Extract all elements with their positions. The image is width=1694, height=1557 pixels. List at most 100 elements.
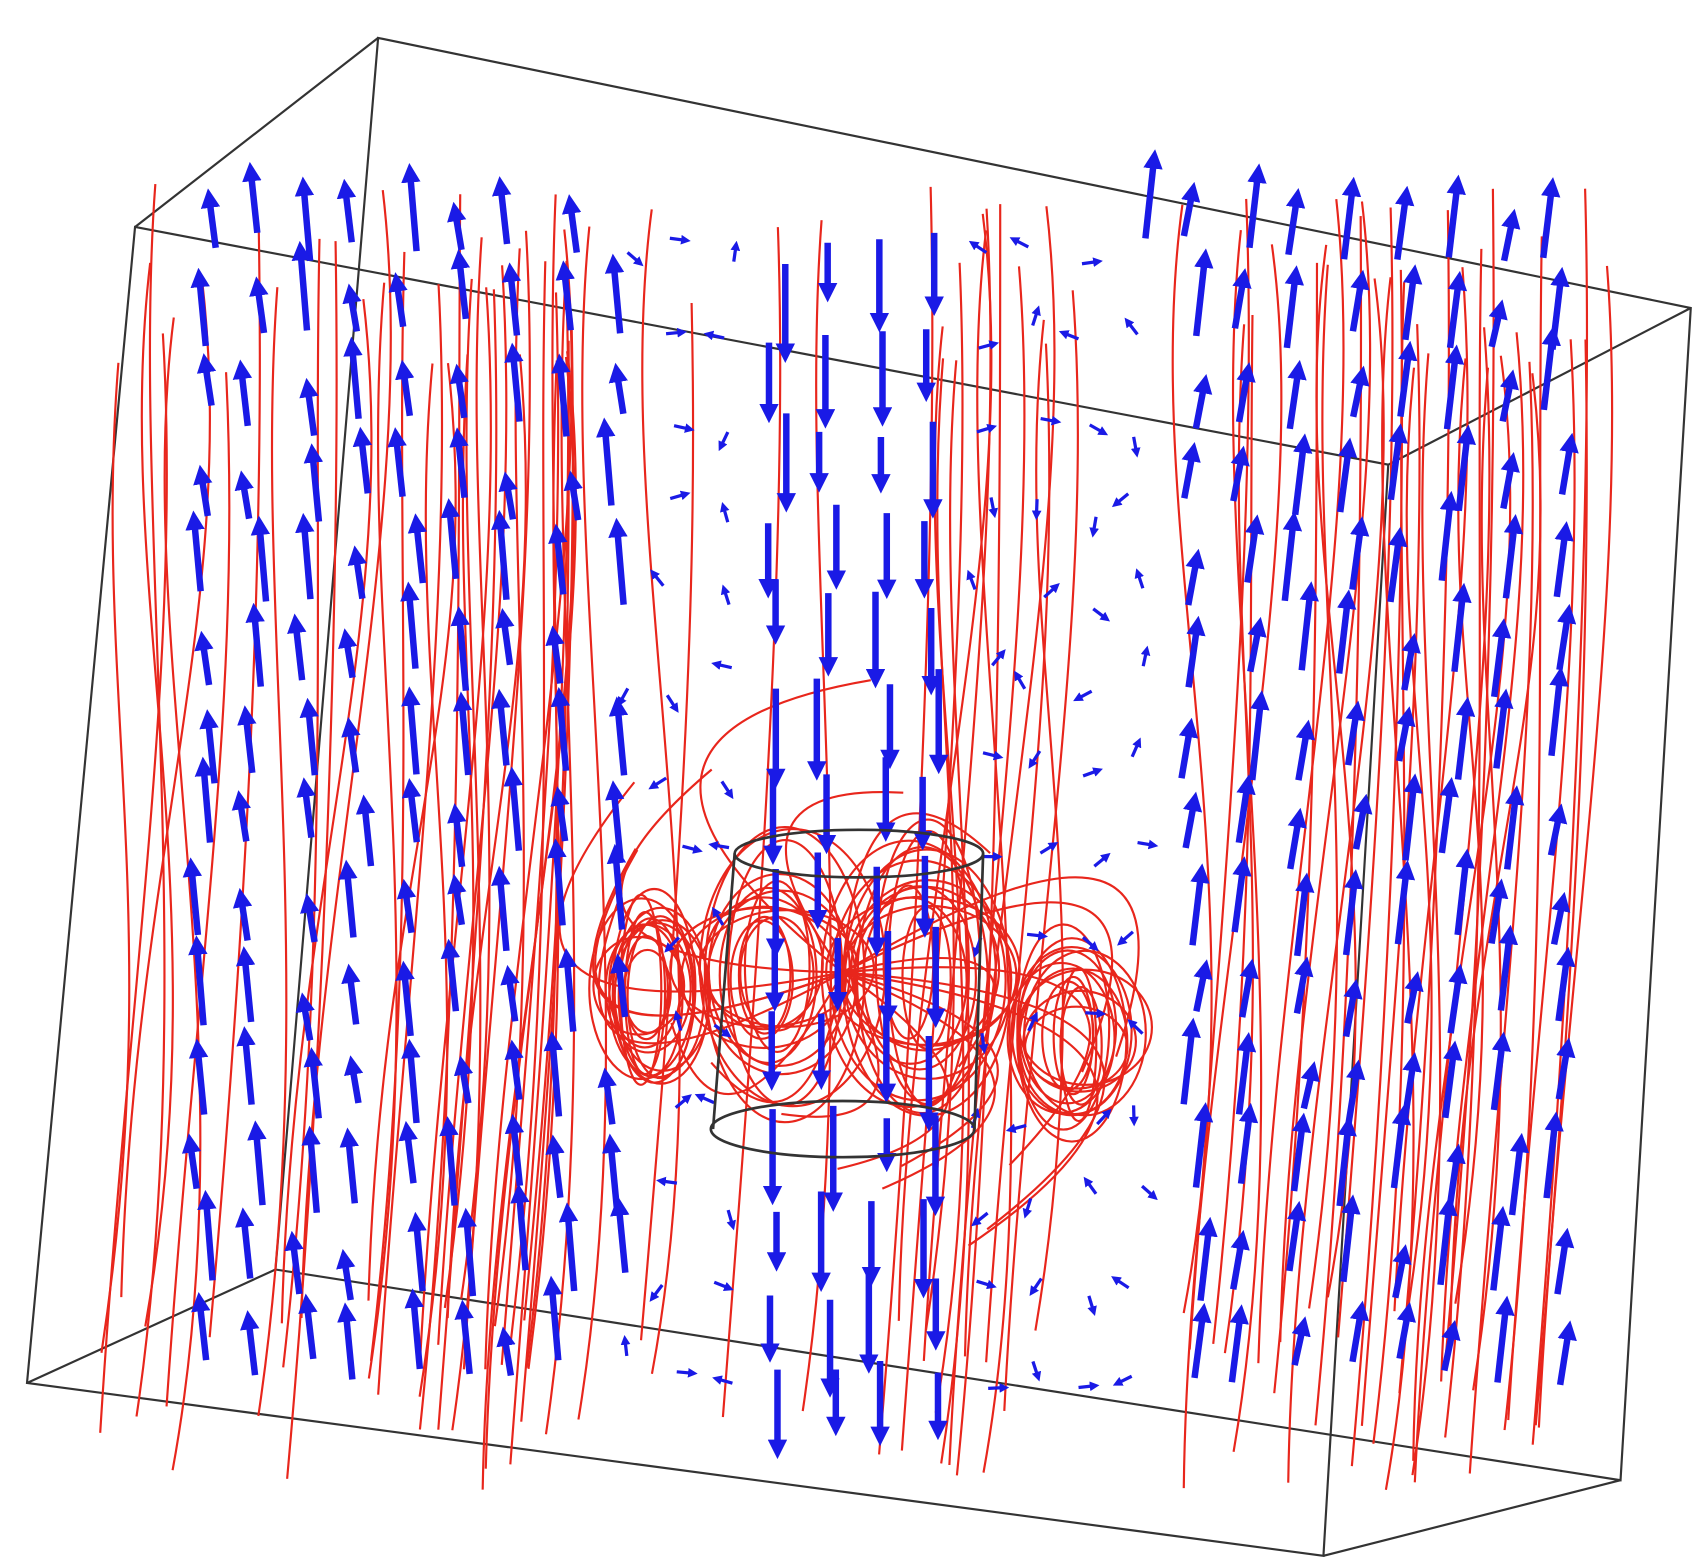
vector-arrow bbox=[190, 1143, 196, 1189]
vector-arrow bbox=[1134, 437, 1137, 453]
vector-arrow bbox=[1033, 310, 1038, 325]
vector-arrow bbox=[304, 523, 310, 599]
vector-arrow bbox=[1093, 609, 1106, 619]
vector-arrow bbox=[260, 525, 266, 601]
vector-arrow bbox=[1196, 258, 1205, 336]
vector-arrow bbox=[194, 520, 200, 591]
vector-arrow bbox=[674, 426, 690, 430]
vector-arrow bbox=[1346, 988, 1355, 1036]
vector-arrow bbox=[361, 436, 367, 493]
vector-arrow bbox=[1145, 159, 1154, 239]
vector-arrow bbox=[682, 846, 698, 850]
vector-arrow bbox=[568, 1212, 574, 1291]
vector-arrow bbox=[723, 507, 727, 523]
vector-arrow bbox=[348, 1137, 354, 1203]
vector-arrow bbox=[1128, 322, 1138, 335]
vector-arrow bbox=[1551, 676, 1560, 756]
vector-arrow bbox=[713, 845, 729, 848]
vector-arrow bbox=[241, 369, 247, 426]
vector-arrow bbox=[1044, 586, 1056, 597]
vector-arrow bbox=[1085, 1013, 1101, 1014]
vector-arrow bbox=[567, 958, 573, 1032]
vector-arrow bbox=[205, 363, 211, 406]
vector-arrow bbox=[722, 781, 731, 795]
vector-arrow bbox=[619, 1206, 625, 1273]
vector-arrow bbox=[1302, 591, 1311, 670]
vector-arrow bbox=[1193, 873, 1202, 945]
vector-arrow bbox=[1184, 452, 1193, 499]
vector-arrow bbox=[1400, 1312, 1409, 1359]
vector-arrow bbox=[653, 573, 663, 586]
vector-arrow bbox=[616, 854, 622, 930]
field-line bbox=[142, 263, 173, 1327]
vector-arrow bbox=[346, 638, 352, 678]
vector-arrow bbox=[407, 1131, 413, 1184]
vector-arrow bbox=[661, 1181, 677, 1183]
vector-arrow bbox=[1399, 716, 1408, 761]
vector-arrow bbox=[1186, 801, 1195, 848]
vector-arrow bbox=[1017, 675, 1025, 689]
vector-arrow bbox=[1551, 813, 1560, 855]
vector-arrow bbox=[1090, 425, 1104, 433]
field-line bbox=[642, 209, 680, 1373]
vector-arrow bbox=[1242, 968, 1251, 1017]
vector-arrow bbox=[204, 766, 210, 842]
vector-arrow bbox=[1557, 531, 1566, 597]
vector-arrow bbox=[350, 727, 356, 773]
vector-arrow bbox=[244, 1217, 250, 1278]
vector-arrow bbox=[466, 1217, 472, 1296]
vector-arrow bbox=[254, 612, 260, 686]
vector-arrow bbox=[1032, 1279, 1041, 1292]
vector-arrow bbox=[462, 701, 468, 775]
vector-arrow bbox=[991, 497, 994, 513]
vector-arrow bbox=[1295, 1326, 1304, 1365]
vector-arrow bbox=[1077, 691, 1091, 699]
vector-arrow bbox=[346, 1312, 352, 1379]
vector-arrow bbox=[605, 427, 611, 505]
vector-arrow bbox=[352, 346, 358, 418]
vector-arrow bbox=[308, 707, 314, 775]
vector-arrow bbox=[1356, 803, 1365, 849]
field-line bbox=[258, 287, 286, 1416]
vector-arrow bbox=[249, 1320, 255, 1375]
vector-arrow bbox=[251, 172, 257, 233]
field-line bbox=[641, 303, 693, 1340]
vector-arrow bbox=[666, 332, 682, 334]
vector-arrow bbox=[1339, 599, 1348, 673]
vector-arrow bbox=[301, 251, 307, 331]
vector-arrow bbox=[1184, 1027, 1193, 1104]
field-loop bbox=[1042, 982, 1093, 1091]
vector-arrow bbox=[1442, 787, 1451, 853]
vector-arrow bbox=[416, 1221, 422, 1291]
vector-arrow bbox=[1404, 643, 1413, 690]
vector-arrow bbox=[1233, 1239, 1242, 1289]
vector-arrow bbox=[456, 813, 462, 867]
vector-arrow bbox=[1239, 1042, 1248, 1115]
vector-arrow bbox=[676, 1097, 688, 1107]
vector-arrow bbox=[1398, 870, 1407, 945]
vector-arrow bbox=[988, 1388, 1004, 1389]
vector-arrow bbox=[344, 1258, 350, 1300]
front-face bbox=[27, 227, 1388, 1556]
vector-arrow bbox=[241, 898, 247, 941]
vector-arrow bbox=[1454, 592, 1463, 671]
vector-arrow bbox=[1444, 1330, 1453, 1371]
vector-arrow bbox=[1117, 1376, 1132, 1383]
vector-arrow bbox=[1298, 729, 1307, 780]
vector-arrow bbox=[200, 1302, 206, 1360]
vector-arrow bbox=[345, 188, 351, 242]
vector-arrow bbox=[1304, 1071, 1313, 1109]
vector-arrow bbox=[1458, 858, 1467, 935]
vector-arrow bbox=[570, 204, 576, 253]
box-edge bbox=[1323, 1480, 1620, 1556]
vector-arrow bbox=[716, 664, 732, 668]
vector-arrow bbox=[410, 173, 416, 251]
vector-arrow bbox=[1082, 262, 1098, 264]
vector-arrow bbox=[667, 695, 676, 709]
vector-arrow bbox=[708, 334, 724, 338]
vector-arrow bbox=[1143, 650, 1146, 666]
vector-arrow bbox=[611, 1143, 617, 1211]
vector-arrow bbox=[1394, 1115, 1403, 1188]
vector-arrow bbox=[618, 706, 624, 775]
vector-arrow bbox=[1494, 628, 1503, 697]
